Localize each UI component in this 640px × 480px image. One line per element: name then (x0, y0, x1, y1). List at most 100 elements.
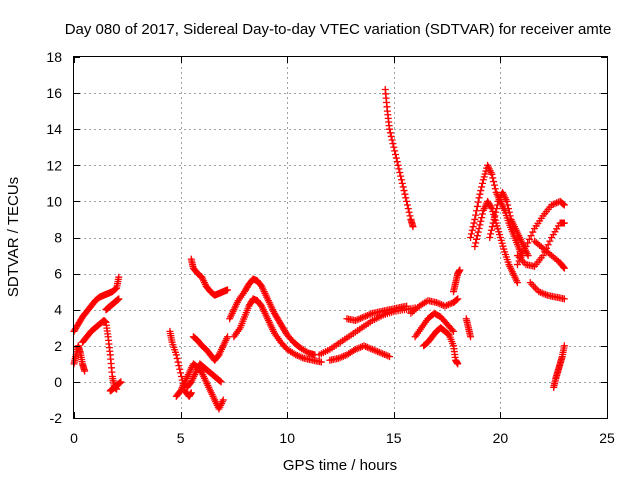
data-point (172, 351, 180, 359)
data-point (403, 201, 411, 209)
data-point (524, 252, 532, 260)
series-pass-16 (381, 85, 417, 231)
data-point (386, 125, 394, 133)
series-pass-8 (183, 360, 225, 391)
data-point (390, 143, 398, 151)
data-points (70, 85, 568, 413)
plot-frame (73, 56, 608, 419)
y-tick-label: 18 (46, 49, 62, 65)
x-tick-label: 25 (599, 430, 615, 446)
data-point (478, 183, 486, 191)
data-point (468, 226, 476, 234)
series-pass-29 (550, 342, 568, 391)
data-point (397, 176, 405, 184)
x-tick-label: 15 (386, 430, 402, 446)
y-axis-label: SDTVAR / TECUs (5, 177, 22, 297)
data-point (478, 179, 486, 187)
data-point (490, 178, 498, 186)
x-tick-labels: 0 5 10 15 20 25 (70, 430, 615, 446)
series-pass-15 (343, 302, 411, 325)
data-point (176, 365, 184, 373)
data-point (388, 136, 396, 144)
data-point (560, 295, 568, 303)
series-pass-19 (420, 324, 462, 368)
data-point (529, 228, 537, 236)
data-point (473, 235, 481, 243)
data-point (403, 197, 411, 205)
data-point (474, 228, 482, 236)
data-point (520, 246, 528, 254)
axis-ticks (74, 57, 608, 419)
data-point (478, 210, 486, 218)
data-point (489, 219, 497, 227)
data-point (505, 208, 513, 216)
y-tick-label: 16 (46, 85, 62, 101)
series-pass-4 (102, 295, 123, 314)
data-point (539, 252, 547, 260)
data-point (398, 179, 406, 187)
data-point (391, 147, 399, 155)
data-point (174, 358, 182, 366)
data-point (177, 369, 185, 377)
series-pass-18 (411, 309, 457, 341)
series-pass-23 (471, 197, 521, 287)
data-point (177, 372, 185, 380)
data-point (403, 302, 411, 310)
y-tick-label: 4 (54, 302, 62, 318)
data-point (396, 169, 404, 177)
x-tick-label: 20 (493, 430, 509, 446)
data-point (217, 378, 225, 386)
data-point (115, 295, 123, 303)
data-point (187, 389, 195, 397)
data-point (513, 261, 521, 269)
y-tick-label: 14 (46, 121, 62, 137)
data-point (173, 354, 181, 362)
data-point (473, 202, 481, 210)
data-point (487, 226, 495, 234)
data-point (560, 201, 568, 209)
data-point (471, 243, 479, 251)
series-pass-28 (531, 237, 568, 272)
series-pass-12 (230, 295, 325, 366)
y-tick-label: 0 (54, 374, 62, 390)
data-point (560, 200, 568, 208)
data-point (522, 243, 530, 251)
series-pass-3 (79, 317, 121, 393)
data-point (487, 203, 495, 211)
series-pass-11 (226, 275, 319, 359)
y-tick-label: -2 (50, 410, 63, 426)
data-point (546, 237, 554, 245)
data-point (527, 232, 535, 240)
data-point (493, 205, 501, 213)
data-point (492, 208, 500, 216)
data-point (317, 358, 325, 366)
series-pass-27 (526, 279, 568, 303)
series-pass-5 (106, 378, 125, 395)
data-point (453, 296, 461, 304)
data-point (224, 333, 232, 341)
data-point (467, 333, 475, 341)
data-point (469, 223, 477, 231)
data-point (389, 140, 397, 148)
x-tick-label: 10 (279, 430, 295, 446)
data-point (456, 266, 464, 274)
data-point (392, 150, 400, 158)
data-point (404, 205, 412, 213)
data-point (487, 230, 495, 238)
data-point (560, 264, 568, 272)
series-pass-9 (189, 333, 232, 364)
data-point (397, 172, 405, 180)
data-point (486, 234, 494, 241)
y-tick-label: 6 (54, 266, 62, 282)
data-point (505, 205, 513, 213)
data-point (473, 207, 481, 215)
data-point (560, 219, 568, 227)
data-point (506, 212, 514, 220)
series-pass-21 (462, 315, 475, 341)
data-point (224, 286, 232, 294)
data-point (490, 215, 498, 223)
data-point (400, 187, 408, 195)
y-tick-label: 12 (46, 157, 62, 173)
data-point (387, 132, 395, 140)
data-point (476, 221, 484, 229)
